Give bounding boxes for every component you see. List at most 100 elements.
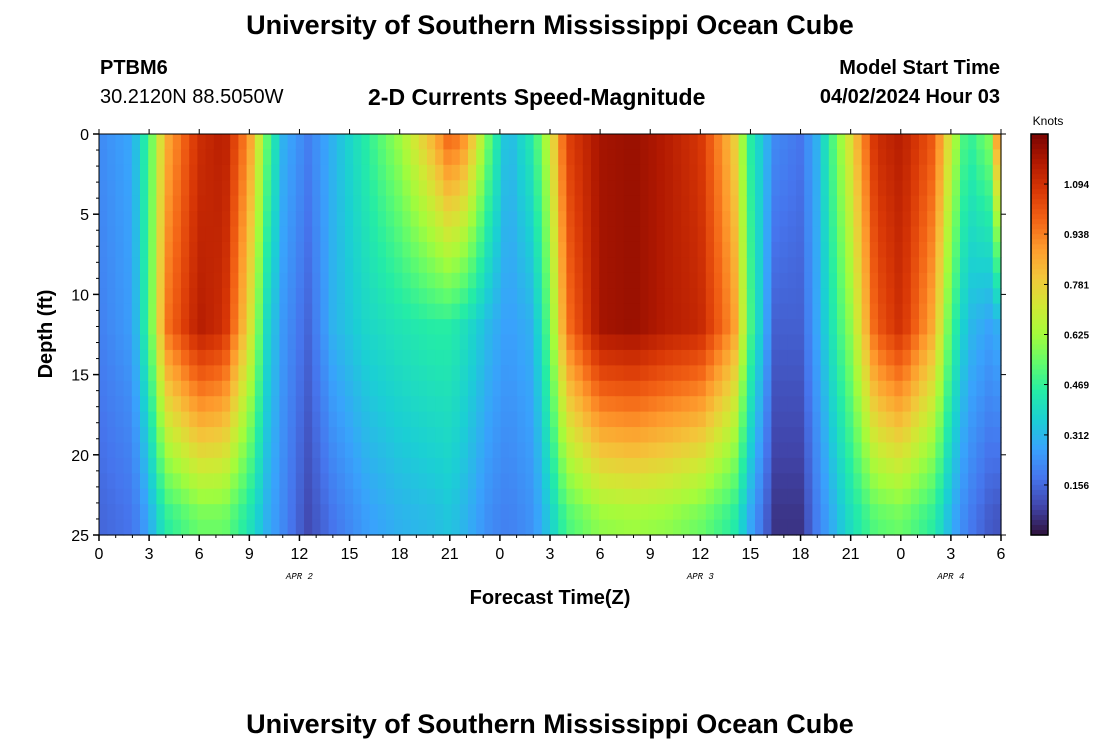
heat-cell [599,349,608,366]
heat-cell [115,473,125,490]
heat-cell [402,211,412,228]
x-tick-label: 9 [245,546,254,563]
heat-cell [427,427,436,444]
heat-cell [304,180,313,197]
heat-cell [213,241,223,258]
heat-cell [525,164,535,181]
heat-cell [197,272,207,289]
heat-cell [656,427,666,444]
heat-cell [697,303,707,320]
heat-cell [976,488,986,505]
heat-cell [287,396,297,413]
heat-cell [131,427,141,444]
heat-cell [894,164,904,181]
heat-cell [263,319,272,336]
heat-cell [935,272,945,289]
heat-cell [271,365,280,382]
heat-cell [336,488,346,505]
heat-cell [558,396,567,413]
heat-cell [148,303,157,320]
heat-cell [837,365,846,382]
heat-cell [992,519,1002,536]
heat-cell [664,504,674,521]
heat-cell [992,149,1002,166]
heat-cell [181,442,190,459]
heat-cell [812,149,822,166]
heat-cell [468,180,477,197]
heat-cell [746,195,756,212]
heat-cell [156,349,166,366]
heat-cell [886,519,895,536]
heat-cell [254,396,264,413]
heat-cell [919,473,928,490]
heat-cell [115,427,125,444]
heat-cell [427,195,436,212]
heat-cell [287,164,297,181]
heat-cell [443,504,453,521]
heat-cell [361,257,371,274]
heat-cell [271,288,280,305]
heat-cell [418,427,428,444]
heat-cell [484,211,494,228]
heat-cell [156,164,166,181]
heat-cell [263,349,272,366]
heat-cell [459,473,469,490]
heat-cell [820,303,830,320]
heat-cell [115,442,125,459]
heat-cell [304,442,313,459]
heat-cell [369,349,379,366]
heat-cell [869,195,879,212]
heat-cell [755,257,764,274]
heat-cell [369,334,379,351]
heat-cell [812,504,822,521]
heat-cell [345,380,354,397]
heat-cell [172,241,182,258]
heat-cell [295,319,305,336]
heat-cell [771,303,781,320]
heat-cell [123,211,133,228]
heat-cell [632,411,641,428]
heat-cell [599,334,608,351]
heat-cell [976,226,986,243]
heat-cell [755,349,764,366]
heat-cell [632,257,641,274]
heat-cell [951,365,961,382]
heat-cell [738,149,748,166]
heat-cell [960,288,969,305]
heat-cell [599,519,608,536]
heat-cell [263,257,272,274]
heat-cell [254,180,264,197]
heat-cell [435,303,444,320]
heat-cell [492,164,502,181]
heat-cell [246,180,256,197]
heat-cell [615,164,625,181]
heat-cell [582,241,592,258]
heat-cell [656,473,666,490]
heat-cell [574,396,584,413]
heat-cell [320,411,330,428]
heat-cell [755,519,764,536]
heat-cell [869,303,879,320]
heat-cell [697,504,707,521]
heat-cell [263,134,272,151]
heat-cell [238,349,248,366]
heat-cell [99,380,108,397]
heat-cell [804,319,813,336]
heat-cell [451,149,461,166]
heat-cell [156,303,166,320]
heat-cell [222,380,231,397]
heat-cell [353,272,362,289]
heat-cell [992,473,1002,490]
heat-cell [763,195,772,212]
heat-cell [254,272,264,289]
heat-cell [976,211,986,228]
heat-cell [427,180,436,197]
heat-cell [681,396,690,413]
heat-cell [336,257,346,274]
heat-cell [714,288,723,305]
heat-cell [254,257,264,274]
heat-cell [353,411,362,428]
heat-cell [345,457,354,474]
colorbar-segment [1031,339,1048,346]
heat-cell [533,457,543,474]
